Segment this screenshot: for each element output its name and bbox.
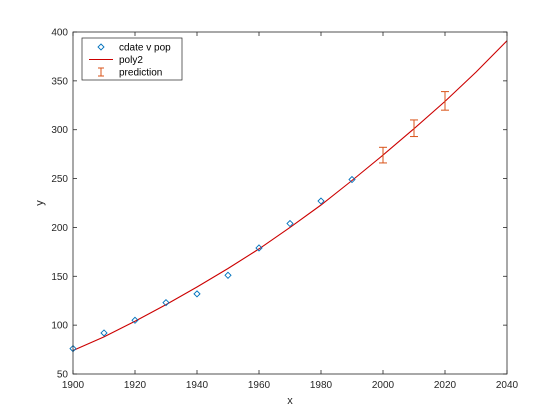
x-axis-label: x <box>287 395 293 407</box>
y-tick-label: 100 <box>51 321 68 332</box>
data-point <box>162 299 170 307</box>
x-tick-label: 2000 <box>372 380 395 391</box>
legend-entry: prediction <box>98 67 162 79</box>
plot-content <box>69 40 508 353</box>
error-bar <box>410 119 418 138</box>
data-point <box>193 290 201 298</box>
y-tick-label: 350 <box>51 76 68 87</box>
legend-label: cdate v pop <box>119 43 171 54</box>
y-axis: 50 100 150 200 250 300 350 400 <box>51 28 507 381</box>
legend-label: poly2 <box>119 55 143 66</box>
data-point <box>255 244 263 252</box>
y-tick-label: 400 <box>51 28 68 39</box>
x-axis: 1900 1920 1940 1960 1980 2000 2020 2040 <box>62 32 519 391</box>
x-tick-label: 1980 <box>310 380 333 391</box>
plot-area <box>73 32 507 374</box>
x-tick-label: 2040 <box>496 380 519 391</box>
y-tick-label: 50 <box>57 370 69 381</box>
x-tick-label: 1900 <box>62 380 85 391</box>
legend-entry: poly2 <box>89 55 143 66</box>
y-tick-label: 300 <box>51 125 68 136</box>
legend-entry: cdate v pop <box>97 43 171 54</box>
y-tick-label: 150 <box>51 272 68 283</box>
data-point <box>348 175 356 184</box>
y-axis-label: y <box>34 200 46 206</box>
y-tick-label: 200 <box>51 223 68 234</box>
error-bar <box>441 91 449 111</box>
data-point <box>317 197 325 205</box>
error-bar <box>379 146 387 164</box>
axes-box <box>72 31 508 375</box>
y-tick-label: 250 <box>51 174 68 185</box>
series-line-poly2 <box>72 40 508 352</box>
legend-label: prediction <box>119 68 162 79</box>
x-tick-label: 2020 <box>434 380 457 391</box>
data-point <box>286 219 294 228</box>
x-tick-label: 1920 <box>124 380 147 391</box>
data-point <box>224 271 232 279</box>
legend-marker-diamond <box>97 43 105 51</box>
x-tick-label: 1940 <box>186 380 209 391</box>
x-tick-label: 1960 <box>248 380 271 391</box>
data-point <box>100 329 108 337</box>
data-point <box>131 316 139 324</box>
